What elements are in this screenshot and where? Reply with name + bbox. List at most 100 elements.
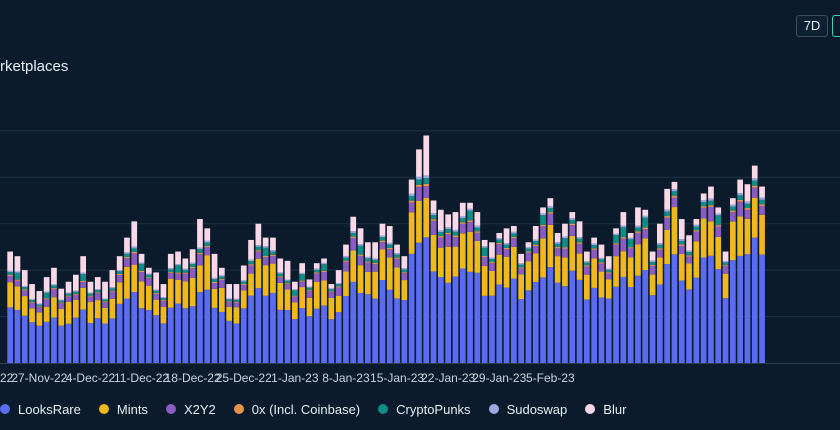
bar-segment-x2y2 xyxy=(474,232,481,241)
bar-segment-mints xyxy=(678,254,685,281)
bar-segment-sudoswap xyxy=(751,178,758,181)
bar-segment-x2y2 xyxy=(365,262,371,272)
bar-segment-looksrare xyxy=(386,289,393,363)
bar-segment-mints xyxy=(87,302,94,324)
bar-segment-looksrare xyxy=(343,296,349,363)
bar-segment-blur xyxy=(511,226,517,232)
bar-segment-looksrare xyxy=(496,284,503,363)
range-7d-button[interactable]: 7D xyxy=(796,15,828,37)
bar-segment-looksrare xyxy=(350,281,357,363)
bar-segment-mints xyxy=(401,280,408,301)
bar-segment-sudoswap xyxy=(124,252,130,254)
bar-segment-cryptopunks xyxy=(292,290,298,296)
legend-item-mints[interactable]: Mints xyxy=(98,402,148,417)
bar-segment-mints xyxy=(722,273,729,299)
x-tick-label: 1-Jan-23 xyxy=(271,371,319,385)
bar-segment-blur xyxy=(116,256,123,270)
bar-segment-cryptopunks xyxy=(372,259,378,263)
bar-segment-mints xyxy=(335,295,342,313)
bar-segment-looksrare xyxy=(357,293,364,363)
bar-segment-x2y2 xyxy=(678,245,685,255)
bar-segment-blur xyxy=(751,165,758,179)
bar-segment-sudoswap xyxy=(416,176,422,180)
bar-segment-mints xyxy=(80,287,86,310)
bar-segment-mints xyxy=(43,306,50,322)
legend-item-0x[interactable]: 0x (Incl. Coinbase) xyxy=(233,402,360,417)
bar-segment-sudoswap xyxy=(175,264,181,266)
bar-segment-blur xyxy=(153,272,159,290)
bar-segment-blur xyxy=(715,207,722,214)
legend-item-sudoswap[interactable]: Sudoswap xyxy=(488,402,567,417)
bar-segment-cryptopunks xyxy=(452,231,459,236)
bar-segment-cryptopunks xyxy=(386,244,393,248)
bar-segment-x2y2 xyxy=(613,244,619,257)
bar-segment-looksrare xyxy=(569,270,576,363)
x-tick-label: 5-Feb-23 xyxy=(526,371,575,385)
bar-segment-cryptopunks xyxy=(313,269,320,273)
bar-segment-mints xyxy=(175,279,181,304)
bar-segment-cryptopunks xyxy=(7,272,13,275)
legend-swatch xyxy=(233,404,244,414)
x-tick-label: 11-Dec-22 xyxy=(114,371,169,385)
bar-segment-mints xyxy=(94,300,101,319)
bar-segment-blur xyxy=(452,212,459,230)
bar-segment-x2y2 xyxy=(708,206,714,222)
bar-segment-cryptopunks xyxy=(357,245,364,255)
bar-segment-x2y2 xyxy=(350,238,357,251)
bar-segment-sudoswap xyxy=(321,262,327,265)
bar-segment-mints xyxy=(547,224,554,268)
bar-segment-cryptopunks xyxy=(175,265,181,273)
bar-segment-looksrare xyxy=(730,260,736,363)
bar-segment-sudoswap xyxy=(525,247,532,249)
bar-segment-looksrare xyxy=(189,306,196,363)
bar-segment-blur xyxy=(708,186,714,199)
bar-segment-blur xyxy=(328,284,335,289)
bar-segment-0x-incl-coinbase- xyxy=(292,295,298,297)
legend-swatch xyxy=(488,404,499,414)
legend-item-looksrare[interactable]: LooksRare xyxy=(0,402,81,417)
bar-segment-looksrare xyxy=(489,295,495,363)
bar-segment-x2y2 xyxy=(657,249,663,258)
bar-segment-sudoswap xyxy=(532,239,539,242)
bar-segment-cryptopunks xyxy=(131,248,138,252)
bar-segment-cryptopunks xyxy=(102,299,108,302)
bar-segment-cryptopunks xyxy=(430,215,437,220)
bar-segment-looksrare xyxy=(240,308,247,363)
bar-segment-x2y2 xyxy=(562,248,568,258)
bar-segment-sudoswap xyxy=(138,262,145,264)
bar-segment-x2y2 xyxy=(540,226,546,239)
bar-segment-cryptopunks xyxy=(708,200,714,206)
bar-segment-x2y2 xyxy=(138,272,145,282)
legend-item-x2y2[interactable]: X2Y2 xyxy=(165,402,216,417)
bar-segment-0x-incl-coinbase- xyxy=(160,299,167,301)
bar-segment-blur xyxy=(605,256,612,269)
bar-segment-mints xyxy=(51,297,57,318)
bar-segment-sudoswap xyxy=(73,290,79,292)
legend-item-blur[interactable]: Blur xyxy=(585,402,626,417)
bar-segment-sudoswap xyxy=(357,244,364,246)
bar-segment-blur xyxy=(642,209,649,216)
bar-segment-0x-incl-coinbase- xyxy=(255,250,262,252)
bar-segment-x2y2 xyxy=(423,186,430,199)
bar-segment-sudoswap xyxy=(131,246,138,249)
legend-item-cryptopunks[interactable]: CryptoPunks xyxy=(378,402,471,417)
bar-segment-mints xyxy=(700,218,707,258)
bar-segment-mints xyxy=(211,288,218,308)
bar-segment-0x-incl-coinbase- xyxy=(452,235,459,237)
bar-segment-cryptopunks xyxy=(51,285,57,288)
bar-segment-looksrare xyxy=(540,277,546,363)
bar-segment-looksrare xyxy=(21,315,28,363)
bar-segment-0x-incl-coinbase- xyxy=(584,265,590,267)
range-next-button[interactable] xyxy=(832,15,840,37)
bar-segment-0x-incl-coinbase- xyxy=(7,274,13,277)
bar-segment-blur xyxy=(343,244,349,257)
bar-segment-blur xyxy=(248,239,254,260)
bar-segment-blur xyxy=(445,214,451,228)
bar-segment-looksrare xyxy=(620,276,627,363)
bar-segment-mints xyxy=(474,240,481,273)
bar-segment-x2y2 xyxy=(29,302,35,309)
bar-segment-x2y2 xyxy=(416,186,422,201)
bar-segment-cryptopunks xyxy=(686,252,692,256)
bar-segment-cryptopunks xyxy=(525,248,532,252)
bar-segment-looksrare xyxy=(321,305,327,363)
